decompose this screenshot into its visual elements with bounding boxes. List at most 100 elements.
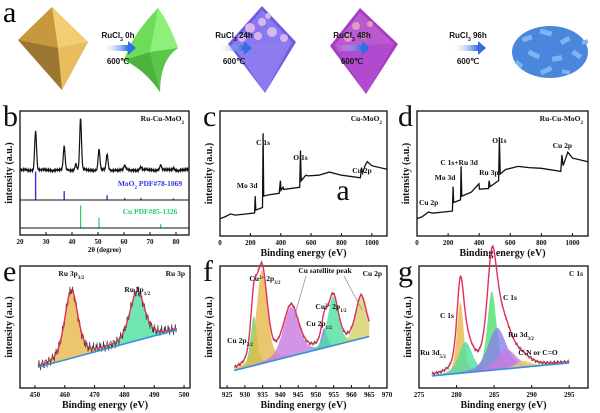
satellite-pointer-line <box>343 275 363 311</box>
y-axis-label: intensity (a.u.) <box>204 296 215 357</box>
peak-label: Mo 3d <box>435 173 456 182</box>
x-tick-label: 800 <box>536 239 547 247</box>
plot-frame <box>416 110 589 237</box>
envelope-fit-line <box>37 289 177 367</box>
x-axis-label: Binding energy (eV) <box>260 400 346 411</box>
peak-label: Ru 3d5/2 <box>420 348 446 360</box>
x-tick-label: 500 <box>179 391 190 399</box>
x-tick-label: 0 <box>218 239 222 247</box>
peak-label: Cu 2p3/2 <box>227 336 253 348</box>
peak-label: O 1s <box>293 153 307 162</box>
legend-moo2: MoO2 PDF#78-1069 <box>118 179 183 191</box>
satellite-pointer-line <box>293 275 307 319</box>
process-arrow-2: RuCl3 24h 600℃ <box>215 31 253 66</box>
peak-label: Cu satellite peak <box>298 266 352 275</box>
x-axis-label: Binding energy (eV) <box>62 400 148 411</box>
peak-label: Ru 3d3/2 <box>508 330 534 342</box>
x-tick-label: 945 <box>293 391 304 399</box>
x-tick-label: 490 <box>149 391 160 399</box>
x-tick-label: 460 <box>59 391 70 399</box>
x-tick-label: 950 <box>311 391 322 399</box>
process-arrow-4: RuCl3 96h 600℃ <box>449 31 487 66</box>
panel-label-f: f <box>203 255 213 288</box>
arrow-head-icon <box>128 41 136 55</box>
x-tick-label: 70 <box>147 238 155 246</box>
arrow-label-temperature: 600℃ <box>341 57 363 66</box>
peak-label: Cu 2p <box>352 166 371 175</box>
x-tick-label: 965 <box>364 391 375 399</box>
peak-label: C 1s <box>440 311 454 320</box>
arrow-label-temperature: 600℃ <box>223 57 245 66</box>
x-tick-label: 970 <box>382 391 393 399</box>
survey-spectrum-line <box>219 133 388 220</box>
peak-label: Ru 3p1/2 <box>124 285 150 297</box>
x-tick-label: 1000 <box>565 239 580 247</box>
plot-title: Cu-MoO2 <box>351 114 383 126</box>
arrow-label-reagent-time: RuCl3 48h <box>333 31 371 43</box>
plot-frame <box>19 265 191 389</box>
x-tick-label: 600 <box>505 239 516 247</box>
arrow-label-reagent-time: RuCl3 96h <box>449 31 487 43</box>
x-tick-label: 60 <box>121 238 129 246</box>
peak-label: Mo 3d <box>237 181 258 190</box>
envelope-fit-line <box>431 245 570 375</box>
plot-title: Ru 3p <box>166 269 185 278</box>
x-tick-label: 80 <box>173 238 181 246</box>
panel-c: c 0 200 400 600 800 1000 Binding energy (eV) int… <box>203 100 388 259</box>
fit-component-4 <box>234 296 370 371</box>
fit-component-3 <box>431 328 570 376</box>
x-tick-label: 955 <box>328 391 339 399</box>
stage-blue-fragments <box>512 26 589 78</box>
panel-label-d: d <box>398 100 413 133</box>
plot-frame <box>219 110 388 237</box>
panel-e: e 450 460 470 480 490 500 Binding energy (eV) in… <box>3 255 191 411</box>
y-axis-label: intensity (a.u.) <box>403 296 414 357</box>
background-line <box>37 329 177 368</box>
x-tick-label: 0 <box>415 239 419 247</box>
panel-f: f 925 930 935 940 945 950 955 960 965 970 Binding e… <box>203 255 393 411</box>
x-tick-label: 280 <box>451 391 462 399</box>
x-tick-label: 935 <box>257 391 268 399</box>
x-tick-label: 200 <box>245 239 256 247</box>
x-tick-label: 50 <box>95 238 103 246</box>
x-tick-label: 925 <box>222 391 233 399</box>
peak-label: Ru 3p <box>479 168 498 177</box>
peak-label: C-N or C=O <box>518 348 558 357</box>
arrow-head-icon <box>478 41 486 55</box>
peak-label: Cu2+ 2p1/2 <box>315 302 347 314</box>
peak-label: Cu 2p1/2 <box>306 319 332 331</box>
x-tick-label: 600 <box>306 239 317 247</box>
fit-component-0 <box>37 290 177 368</box>
panel-label-b: b <box>3 100 18 133</box>
peak-label: C 1s <box>503 293 517 302</box>
x-tick-label: 290 <box>526 391 537 399</box>
arrow-shaft <box>102 45 128 51</box>
arrow-shaft <box>336 45 362 51</box>
arrow-head-icon <box>244 41 252 55</box>
fit-component-1 <box>37 291 177 368</box>
panel-label-g: g <box>398 255 413 288</box>
overlay-letter: a <box>336 174 349 207</box>
x-tick-label: 1000 <box>365 239 380 247</box>
plot-frame <box>19 110 190 236</box>
plot-title: C 1s <box>569 269 583 278</box>
fit-component-1 <box>234 270 370 371</box>
plot-title: Ru-Cu-MoO2 <box>141 114 185 126</box>
background-line <box>234 335 370 372</box>
x-axis-label: Binding energy (eV) <box>459 248 545 259</box>
x-tick-label: 285 <box>489 391 500 399</box>
y-axis-label: intensity (a.u.) <box>204 143 215 204</box>
fit-component-5 <box>431 360 570 376</box>
fit-component-1 <box>431 342 570 376</box>
x-tick-label: 960 <box>346 391 357 399</box>
peak-label: C 1s <box>256 138 270 147</box>
panel-g: g 275 280 285 290 295 Binding energy (eV) inten… <box>398 245 589 411</box>
plot-title: Cu 2p <box>363 269 382 278</box>
x-tick-label: 400 <box>275 239 286 247</box>
x-axis-label: Binding energy (eV) <box>260 248 346 259</box>
process-arrow-3: RuCl3 48h 600℃ <box>333 31 371 66</box>
plot-frame <box>219 265 388 389</box>
x-tick-label: 40 <box>69 238 77 246</box>
